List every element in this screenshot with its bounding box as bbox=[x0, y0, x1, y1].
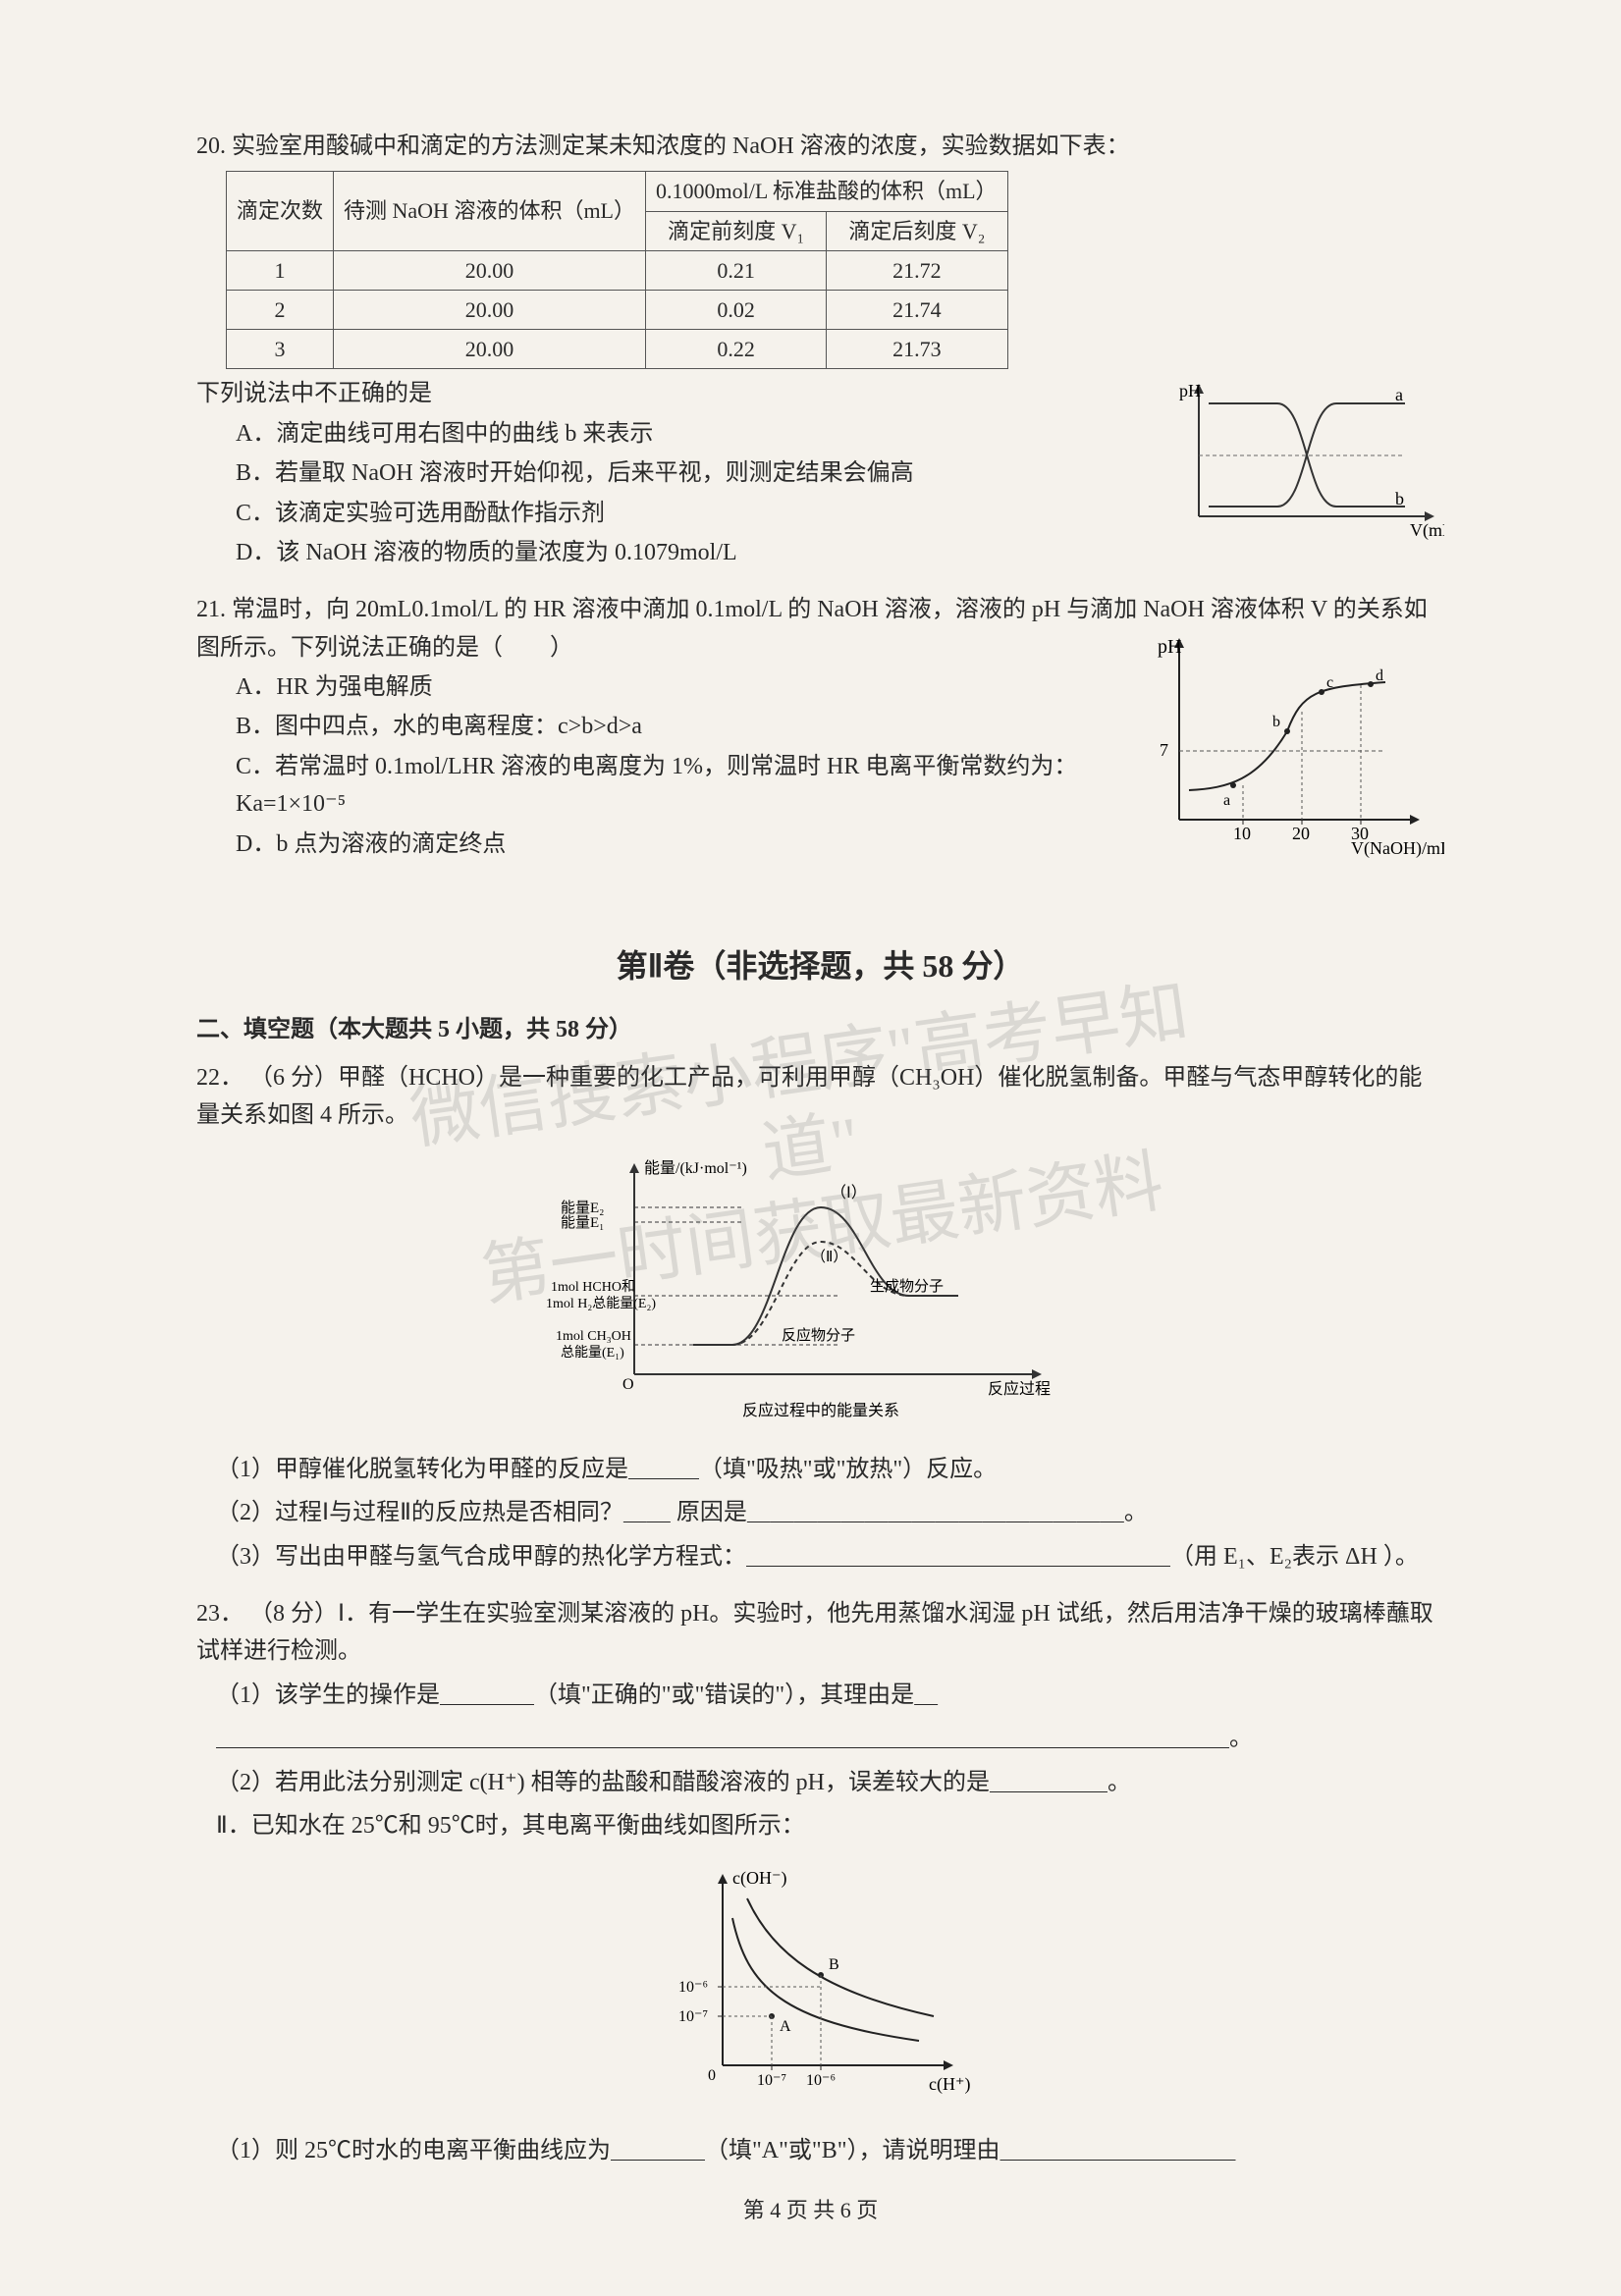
curve-b-label: b bbox=[1395, 489, 1404, 508]
question-20: 20. 实验室用酸碱中和滴定的方法测定某未知浓度的 NaOH 溶液的浓度，实验数… bbox=[196, 128, 1444, 571]
th-trial: 滴定次数 bbox=[227, 172, 334, 250]
th-v2: 滴定后刻度 V₂ bbox=[827, 211, 1007, 250]
q20-chart: pH V(mL) a b bbox=[1169, 379, 1444, 558]
svg-text:c(H⁺): c(H⁺) bbox=[929, 2074, 970, 2095]
table-row: 2 20.00 0.02 21.74 bbox=[227, 290, 1008, 329]
q23-subII1: （1）则 25℃时水的电离平衡曲线应为＿＿＿＿（填"A"或"B"），请说明理由＿… bbox=[216, 2132, 1444, 2169]
table-row: 3 20.00 0.22 21.73 bbox=[227, 330, 1008, 369]
th-v1: 滴定前刻度 V₁ bbox=[646, 211, 827, 250]
q23-sub1a: （1）该学生的操作是＿＿＿＿（填"正确的"或"错误的"），其理由是＿ bbox=[216, 1677, 1444, 1714]
svg-text:能量/(kJ·mol⁻¹): 能量/(kJ·mol⁻¹) bbox=[644, 1159, 747, 1177]
svg-text:20: 20 bbox=[1292, 824, 1310, 843]
svg-text:1mol H₂总能量(E₂): 1mol H₂总能量(E₂) bbox=[546, 1296, 656, 1311]
q23-diagram: c(OH⁻) c(H⁺) 0 10⁻⁶ 10⁻⁷ 10⁻⁷ 10⁻⁶ A B bbox=[196, 1859, 1444, 2116]
svg-text:能量E₂: 能量E₂ bbox=[561, 1200, 604, 1216]
section-2-sub: 二、填空题（本大题共 5 小题，共 58 分） bbox=[196, 1011, 1444, 1048]
svg-text:A: A bbox=[780, 2018, 791, 2035]
svg-text:c: c bbox=[1326, 674, 1333, 691]
svg-text:30: 30 bbox=[1351, 824, 1369, 843]
svg-text:b: b bbox=[1272, 714, 1280, 730]
section-2-title: 第Ⅱ卷（非选择题，共 58 分） bbox=[196, 941, 1444, 991]
q23-sub2: （2）若用此法分别测定 c(H⁺) 相等的盐酸和醋酸溶液的 pH，误差较大的是＿… bbox=[216, 1764, 1444, 1801]
svg-text:（Ⅱ）: （Ⅱ） bbox=[811, 1249, 847, 1265]
q22-sub2: （2）过程Ⅰ与过程Ⅱ的反应热是否相同？＿＿ 原因是＿＿＿＿＿＿＿＿＿＿＿＿＿＿＿… bbox=[216, 1494, 1444, 1531]
svg-text:反应物分子: 反应物分子 bbox=[782, 1326, 855, 1344]
y-axis-label: pH bbox=[1158, 636, 1181, 658]
q22-number: 22． bbox=[196, 1065, 243, 1091]
question-21: 21. 常温时，向 20mL0.1mol/L 的 HR 溶液中滴加 0.1mol… bbox=[196, 591, 1444, 863]
svg-text:生成物分子: 生成物分子 bbox=[870, 1278, 944, 1295]
q23-part2: Ⅱ．已知水在 25℃和 95℃时，其电离平衡曲线如图所示： bbox=[216, 1807, 1444, 1844]
q22-sub3: （3）写出由甲醛与氢气合成甲醇的热化学方程式：＿＿＿＿＿＿＿＿＿＿＿＿＿＿＿＿＿… bbox=[216, 1538, 1444, 1575]
svg-text:（Ⅰ）: （Ⅰ） bbox=[831, 1184, 867, 1201]
th-hcl-vol: 0.1000mol/L 标准盐酸的体积（mL） bbox=[646, 172, 1008, 211]
svg-text:10⁻⁶: 10⁻⁶ bbox=[678, 1979, 708, 1996]
svg-text:1mol HCHO和: 1mol HCHO和 bbox=[551, 1279, 635, 1295]
svg-text:10: 10 bbox=[1233, 824, 1251, 843]
svg-text:10⁻⁶: 10⁻⁶ bbox=[806, 2072, 836, 2089]
question-23: 23． （8 分）Ⅰ．有一学生在实验室测某溶液的 pH。实验时，他先用蒸馏水润湿… bbox=[196, 1595, 1444, 2169]
q22-sub1: （1）甲醇催化脱氢转化为甲醛的反应是＿＿＿（填"吸热"或"放热"）反应。 bbox=[216, 1451, 1444, 1488]
svg-text:反应过程中的能量关系: 反应过程中的能量关系 bbox=[742, 1401, 899, 1419]
q23-stem: （8 分）Ⅰ．有一学生在实验室测某溶液的 pH。实验时，他先用蒸馏水润湿 pH … bbox=[196, 1601, 1433, 1664]
q20-stem: 实验室用酸碱中和滴定的方法测定某未知浓度的 NaOH 溶液的浓度，实验数据如下表… bbox=[232, 133, 1130, 159]
x-axis-label: V(mL) bbox=[1410, 520, 1444, 541]
q20-table: 滴定次数 待测 NaOH 溶液的体积（mL） 0.1000mol/L 标准盐酸的… bbox=[226, 171, 1008, 369]
q23-number: 23． bbox=[196, 1601, 243, 1627]
svg-text:0: 0 bbox=[708, 2067, 716, 2084]
page-footer: 第 4 页 共 6 页 bbox=[0, 2193, 1621, 2227]
svg-text:c(OH⁻): c(OH⁻) bbox=[732, 1868, 786, 1889]
table-row: 1 20.00 0.21 21.72 bbox=[227, 250, 1008, 290]
svg-text:a: a bbox=[1223, 792, 1230, 809]
q22-stem: （6 分）甲醛（HCHO）是一种重要的化工产品，可利用甲醇（CH₃OH）催化脱氢… bbox=[196, 1065, 1422, 1128]
svg-text:d: d bbox=[1376, 667, 1383, 684]
svg-text:能量E₁: 能量E₁ bbox=[561, 1214, 604, 1231]
th-naoh-vol: 待测 NaOH 溶液的体积（mL） bbox=[334, 172, 646, 250]
svg-text:10⁻⁷: 10⁻⁷ bbox=[678, 2008, 708, 2025]
svg-text:总能量(E₁): 总能量(E₁) bbox=[561, 1345, 624, 1361]
svg-text:7: 7 bbox=[1160, 740, 1168, 760]
svg-text:10⁻⁷: 10⁻⁷ bbox=[757, 2072, 786, 2089]
q23-sub1b: ＿＿＿＿＿＿＿＿＿＿＿＿＿＿＿＿＿＿＿＿＿＿＿＿＿＿＿＿＿＿＿＿＿＿＿＿＿＿＿＿… bbox=[216, 1720, 1444, 1757]
svg-text:1mol CH₃OH: 1mol CH₃OH bbox=[556, 1329, 631, 1344]
y-axis-label: pH bbox=[1179, 381, 1201, 400]
svg-text:反应过程: 反应过程 bbox=[988, 1379, 1051, 1398]
q21-number: 21. bbox=[196, 597, 226, 622]
svg-text:O: O bbox=[622, 1376, 634, 1393]
q22-diagram: 能量/(kJ·mol⁻¹) 反应过程 O 能量E₂ 能量E₁ 1mol HCHO… bbox=[196, 1148, 1444, 1435]
question-22: 22． （6 分）甲醛（HCHO）是一种重要的化工产品，可利用甲醇（CH₃OH）… bbox=[196, 1059, 1444, 1575]
q21-chart: pH V(NaOH)/mL 10 20 30 7 a b c d bbox=[1140, 633, 1444, 871]
svg-text:B: B bbox=[829, 1956, 839, 1973]
q20-number: 20. bbox=[196, 133, 226, 159]
curve-a-label: a bbox=[1395, 385, 1403, 404]
